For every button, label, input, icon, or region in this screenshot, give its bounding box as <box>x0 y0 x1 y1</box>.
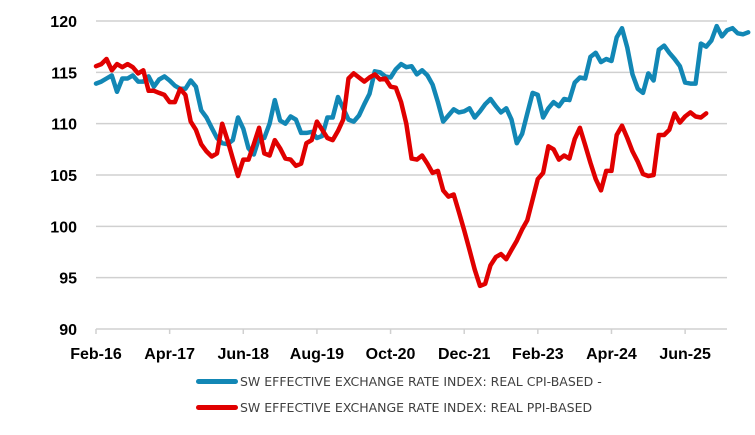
x-tick-label: Jun-18 <box>217 346 269 363</box>
legend-label-cpi: SW EFFECTIVE EXCHANGE RATE INDEX: REAL C… <box>240 374 602 389</box>
x-tick-label: Dec-21 <box>438 346 491 363</box>
y-tick-label: 105 <box>50 168 77 185</box>
x-tick-label: Feb-16 <box>70 346 122 363</box>
y-tick-label: 110 <box>51 117 77 134</box>
y-tick-label: 115 <box>51 65 77 82</box>
legend-item-ppi: SW EFFECTIVE EXCHANGE RATE INDEX: REAL P… <box>196 400 592 415</box>
y-tick-label: 100 <box>50 219 77 236</box>
y-tick-label: 95 <box>59 271 77 288</box>
line-chart: 90 95 100 105 110 115 120 Feb-16 Apr-17 Jun-18 Au… <box>50 14 751 363</box>
y-tick-label: 90 <box>59 322 77 339</box>
x-tick-label: Apr-24 <box>586 346 637 363</box>
legend-swatch-cpi <box>196 379 238 384</box>
y-tick-label: 120 <box>50 14 77 31</box>
legend-label-ppi: SW EFFECTIVE EXCHANGE RATE INDEX: REAL P… <box>240 400 593 415</box>
x-tick-label: Feb-23 <box>512 346 564 363</box>
legend-swatch-ppi <box>196 405 238 410</box>
y-axis-ticks: 90 95 100 105 110 115 120 <box>50 14 77 339</box>
x-tick-label: Jun-25 <box>659 346 711 363</box>
gridlines <box>96 20 727 330</box>
series-lines <box>93 23 751 289</box>
x-tick-label: Oct-20 <box>366 346 416 363</box>
x-tick-label: Apr-17 <box>144 346 195 363</box>
x-axis: Feb-16 Apr-17 Jun-18 Aug-19 Oct-20 Dec-21 Feb-… <box>70 329 711 363</box>
x-tick-label: Aug-19 <box>290 346 344 363</box>
series-line-cpi <box>93 23 751 157</box>
series-line-ppi <box>93 56 709 289</box>
legend-item-cpi: SW EFFECTIVE EXCHANGE RATE INDEX: REAL C… <box>196 374 602 389</box>
